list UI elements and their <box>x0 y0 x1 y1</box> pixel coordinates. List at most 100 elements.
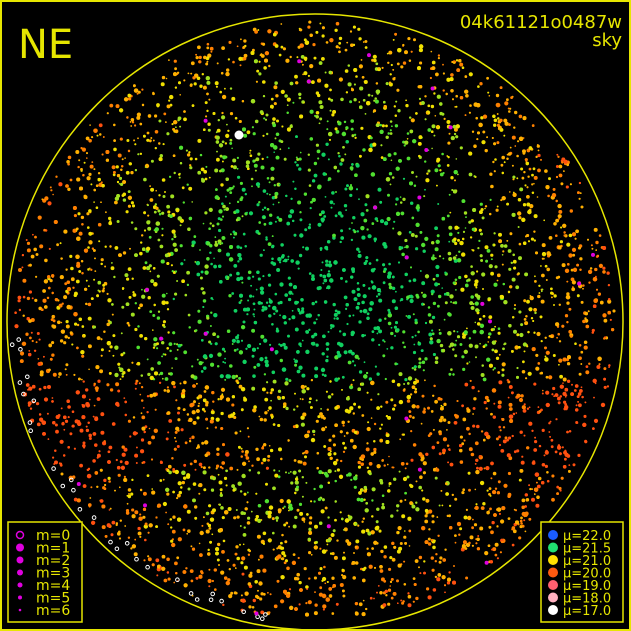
star-dot <box>294 480 299 485</box>
star-dot <box>511 391 514 395</box>
star-dot <box>402 476 408 482</box>
star-dot <box>265 236 268 239</box>
star-dot <box>298 253 303 258</box>
star-dot <box>192 421 197 425</box>
star-dot <box>387 61 390 64</box>
star-dot <box>441 287 444 289</box>
star-dot <box>536 331 541 337</box>
star-dot <box>175 399 178 402</box>
star-dot <box>130 492 134 496</box>
star-dot <box>379 438 384 443</box>
star-dot <box>538 292 541 294</box>
star-dot <box>227 578 231 582</box>
star-dot <box>246 211 248 214</box>
star-dot <box>218 209 223 214</box>
star-dot <box>88 172 92 176</box>
star-dot <box>267 611 271 614</box>
star-dot <box>370 136 373 140</box>
star-dot <box>502 426 506 429</box>
star-dot <box>564 387 569 392</box>
star-dot <box>229 112 234 116</box>
star-dot <box>582 422 587 427</box>
star-dot <box>254 119 259 124</box>
star-dot <box>309 397 312 401</box>
star-dot <box>320 269 323 271</box>
star-dot <box>326 581 329 583</box>
star-dot <box>359 497 364 503</box>
star-dot <box>265 113 269 117</box>
star-dot <box>207 578 212 584</box>
star-dot <box>401 514 406 519</box>
star-dot <box>437 304 440 308</box>
star-dot <box>341 584 343 587</box>
star-dot <box>490 461 494 466</box>
star-dot <box>358 370 363 374</box>
star-dot <box>442 72 445 75</box>
star-dot <box>208 585 211 588</box>
star-dot <box>418 44 424 49</box>
star-dot <box>493 402 496 405</box>
star-dot <box>607 299 612 304</box>
star-dot <box>412 313 415 316</box>
star-dot <box>317 497 322 502</box>
star-dot <box>518 242 522 246</box>
star-dot <box>259 597 263 601</box>
star-dot <box>508 407 513 411</box>
star-dot <box>381 502 385 506</box>
star-dot <box>339 511 342 514</box>
star-dot <box>152 314 156 317</box>
star-dot <box>299 460 303 464</box>
star-dot <box>281 396 285 400</box>
star-dot <box>222 361 225 363</box>
star-dot <box>548 422 551 425</box>
star-dot <box>577 453 581 457</box>
star-dot <box>102 283 106 287</box>
star-dot <box>326 273 331 278</box>
star-dot <box>18 308 22 312</box>
star-dot <box>288 525 290 528</box>
star-dot <box>342 575 347 580</box>
star-dot <box>109 345 113 349</box>
star-dot <box>385 82 389 86</box>
star-dot <box>283 345 288 350</box>
star-dot <box>345 307 348 310</box>
star-dot <box>179 382 182 385</box>
star-dot <box>471 526 474 530</box>
star-dot <box>257 504 262 508</box>
star-dot <box>134 510 139 515</box>
star-dot <box>199 276 203 280</box>
star-dot <box>391 557 396 562</box>
star-dot <box>166 132 170 136</box>
star-dot <box>456 330 459 333</box>
star-dot <box>41 198 44 201</box>
star-dot <box>349 100 353 104</box>
star-dot <box>17 295 22 300</box>
star-dot <box>491 137 494 139</box>
star-dot <box>541 273 545 278</box>
star-dot <box>402 43 405 47</box>
star-dot <box>137 531 142 536</box>
star-dot <box>374 365 377 368</box>
star-dot <box>444 301 448 305</box>
star-dot <box>367 234 372 239</box>
star-dot <box>308 223 311 226</box>
star-dot <box>151 488 153 490</box>
star-dot <box>452 580 456 585</box>
star-dot <box>403 345 407 349</box>
star-dot <box>161 227 164 230</box>
star-dot <box>174 561 178 566</box>
star-dot <box>298 365 303 370</box>
star-dot <box>300 298 304 302</box>
star-dot <box>203 488 207 492</box>
star-dot <box>455 254 458 257</box>
star-dot <box>270 143 275 148</box>
star-dot <box>219 154 223 158</box>
star-dot <box>513 450 517 454</box>
star-dot <box>593 227 598 232</box>
star-dot <box>389 132 393 135</box>
star-dot <box>397 261 401 264</box>
star-dot <box>115 401 120 407</box>
star-dot <box>137 526 141 531</box>
star-dot <box>608 364 611 367</box>
star-dot <box>579 192 582 195</box>
